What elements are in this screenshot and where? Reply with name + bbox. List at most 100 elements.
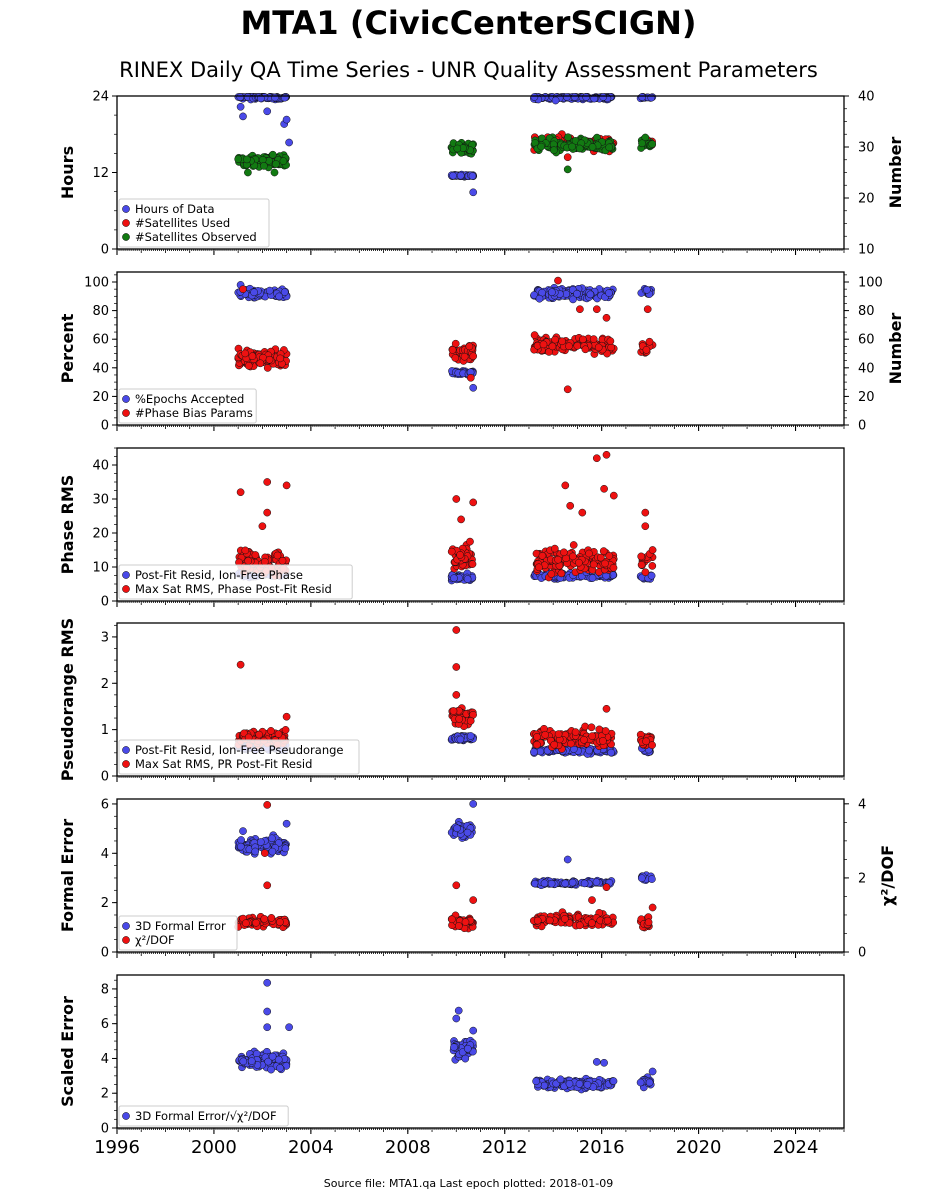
legend-marker (122, 205, 130, 213)
y-tick-label: 30 (92, 493, 109, 508)
data-point (641, 522, 650, 531)
data-point (647, 93, 656, 102)
legend-label: Post-Fit Resid, Ion-Free Phase (135, 568, 303, 582)
data-point (275, 292, 283, 301)
data-point (256, 359, 265, 368)
data-point (453, 824, 461, 833)
y-tick-labels: 0 10 20 30 40 (92, 447, 117, 610)
legend-marker (122, 922, 130, 930)
legend-marker (122, 936, 130, 944)
data-point (251, 551, 260, 559)
y-right-tick-label: 80 (858, 304, 875, 319)
data-point (600, 484, 608, 493)
data-point (278, 556, 287, 565)
y-right-axis-label: Number (886, 313, 905, 385)
data-point (568, 142, 576, 151)
y-right-tick-label: 40 (858, 361, 875, 376)
data-point (643, 285, 651, 294)
data-point (260, 849, 269, 857)
y-tick-label: 40 (92, 459, 109, 474)
data-point (592, 305, 601, 314)
legend-label: χ²/DOF (135, 933, 175, 947)
data-point (243, 155, 251, 164)
legend-marker (122, 585, 130, 593)
legend: Post-Fit Resid, Ion-Free PseudorangeMax … (118, 739, 360, 775)
data-point (554, 555, 562, 564)
data-point (255, 730, 263, 739)
data-point (641, 568, 650, 577)
data-point (550, 740, 559, 749)
y-right-tick-label: 20 (858, 192, 875, 207)
data-point (551, 96, 560, 105)
data-point (263, 1023, 272, 1032)
y-tick-label: 4 (101, 847, 109, 862)
data-point (469, 800, 478, 808)
data-point (569, 295, 577, 304)
legend-label: Hours of Data (135, 202, 215, 216)
series-phase_rms-1 (235, 450, 657, 582)
data-point (268, 847, 277, 856)
data-point (256, 838, 265, 846)
data-point (469, 498, 478, 507)
data-point (545, 916, 554, 925)
y-tick-label: 100 (84, 276, 109, 291)
series-formal_error-0 (234, 800, 656, 890)
x-ticks (116, 425, 845, 429)
series-pseudorange_rms-1 (234, 626, 656, 753)
data-point (263, 801, 272, 809)
data-point (456, 171, 465, 180)
y-tick-labels: 0 2 4 6 (101, 797, 117, 961)
data-point (565, 342, 573, 351)
data-point (239, 1057, 248, 1066)
data-point (595, 725, 604, 734)
data-point (276, 354, 285, 363)
data-point (280, 93, 289, 102)
data-point (550, 146, 558, 155)
data-point (241, 349, 249, 358)
data-point (460, 352, 469, 361)
data-point (454, 1006, 463, 1015)
series-percent-1 (234, 276, 657, 394)
data-point (267, 1065, 275, 1074)
data-point (282, 819, 291, 828)
y-axis-label: Formal Error (58, 819, 77, 932)
data-point (452, 1014, 461, 1023)
data-point (281, 726, 290, 734)
data-point (570, 93, 579, 101)
series-formal_error-1 (234, 801, 657, 933)
data-point (276, 1064, 284, 1072)
y-right-axis-label: χ²/DOF (878, 845, 897, 906)
y-tick-label: 3 (101, 630, 109, 645)
data-point (234, 155, 243, 163)
chart-title: MTA1 (CivicCenterSCIGN) (240, 4, 697, 42)
data-point (271, 93, 279, 102)
data-point (533, 740, 541, 749)
legend: %Epochs Accepted#Phase Bias Params (118, 388, 257, 424)
data-point (539, 340, 548, 349)
y-tick-label: 0 (101, 946, 109, 961)
data-point (469, 1026, 478, 1035)
data-point (648, 562, 657, 570)
data-point (236, 842, 245, 851)
data-point (282, 712, 291, 721)
data-point (547, 879, 556, 888)
data-point (270, 168, 279, 177)
data-point (563, 93, 571, 101)
data-point (602, 704, 611, 713)
y-right-tick-label: 100 (858, 276, 883, 291)
data-point (244, 361, 253, 370)
y-right-tick-label: 20 (858, 390, 875, 405)
data-point (455, 715, 464, 723)
legend-label: Max Sat RMS, PR Post-Fit Resid (135, 757, 312, 771)
data-point (272, 160, 280, 168)
data-point (285, 138, 293, 147)
data-point (571, 728, 580, 736)
data-point (448, 346, 457, 354)
y-right-tick-label: 4 (858, 797, 866, 812)
data-point (453, 144, 462, 153)
data-point (578, 508, 587, 517)
y-tick-labels: 0 12 24 (92, 90, 117, 258)
